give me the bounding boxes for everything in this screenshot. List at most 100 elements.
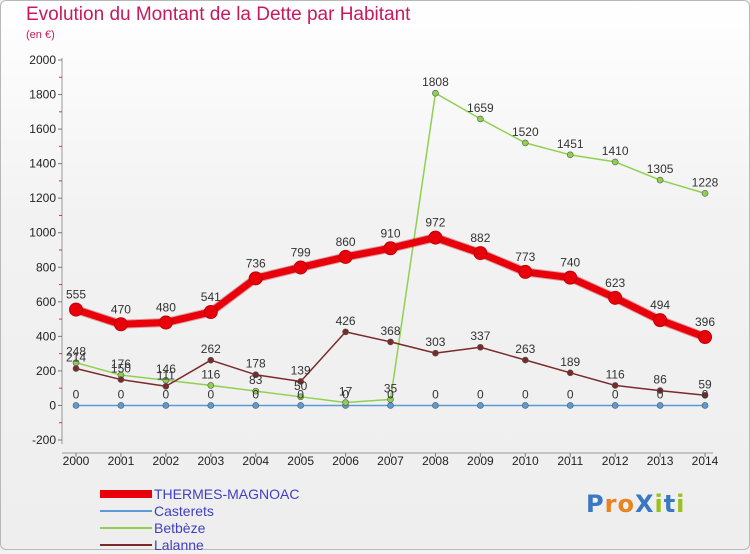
data-label: 0 xyxy=(342,387,349,401)
data-label: 0 xyxy=(657,387,664,401)
data-label: 303 xyxy=(425,335,445,349)
x-tick-label: 2002 xyxy=(153,454,180,468)
proxiti-logo: ProXiti xyxy=(586,490,685,518)
x-tick-label: 2010 xyxy=(512,454,539,468)
x-tick-label: 2008 xyxy=(422,454,449,468)
data-label: 426 xyxy=(336,314,356,328)
legend-label: Lalanne xyxy=(154,537,204,553)
x-tick-label: 2014 xyxy=(692,454,719,468)
data-label: 396 xyxy=(695,315,715,329)
y-tick-label: 1400 xyxy=(29,157,56,171)
data-point xyxy=(252,371,260,379)
data-label: 0 xyxy=(73,387,80,401)
data-point xyxy=(69,302,83,317)
data-label: 83 xyxy=(249,373,263,387)
legend-label: Casterets xyxy=(154,503,214,519)
data-label: 17 xyxy=(339,385,353,399)
legend-label: THERMES-MAGNOAC xyxy=(154,486,300,502)
x-tick-label: 2013 xyxy=(647,454,674,468)
y-tick-label: 800 xyxy=(36,260,56,274)
data-point xyxy=(158,315,173,330)
data-label: 0 xyxy=(702,387,709,401)
data-point xyxy=(297,378,304,385)
data-point xyxy=(428,230,443,245)
logo-letter: t xyxy=(663,490,677,518)
y-tick-label: 2000 xyxy=(29,53,56,67)
chart-title: Evolution du Montant de la Dette par Hab… xyxy=(26,4,411,25)
data-label: 910 xyxy=(380,226,400,240)
y-tick-label: 1800 xyxy=(29,88,56,102)
x-tick-label: 2012 xyxy=(602,454,629,468)
data-label: 1520 xyxy=(512,125,539,139)
data-point xyxy=(432,89,439,97)
data-label: 178 xyxy=(246,357,266,371)
data-point xyxy=(698,330,713,345)
y-tick-label: 200 xyxy=(36,364,56,378)
data-point xyxy=(521,402,529,409)
data-label: 176 xyxy=(111,357,131,371)
data-label: 773 xyxy=(515,250,535,264)
data-point xyxy=(566,151,574,159)
y-tick-label: -200 xyxy=(32,433,56,447)
data-label: 35 xyxy=(384,381,398,395)
data-point xyxy=(656,402,664,409)
data-label: 480 xyxy=(156,301,176,315)
data-point xyxy=(477,402,484,409)
x-tick-label: 2011 xyxy=(557,454,583,468)
x-tick-label: 2006 xyxy=(332,454,359,468)
x-tick-label: 2003 xyxy=(197,454,224,468)
logo-letter: i xyxy=(676,490,686,518)
x-tick-label: 2009 xyxy=(467,454,494,468)
data-label: 368 xyxy=(380,324,400,338)
data-point xyxy=(203,305,218,320)
data-label: 189 xyxy=(560,355,580,369)
data-label: 1228 xyxy=(692,175,719,189)
data-point xyxy=(473,246,488,261)
x-tick-label: 2004 xyxy=(242,454,269,468)
legend-swatch xyxy=(100,544,152,546)
data-label: 150 xyxy=(111,362,131,376)
data-point xyxy=(342,399,349,406)
data-label: 0 xyxy=(432,387,439,401)
data-label: 799 xyxy=(291,245,311,259)
data-label: 0 xyxy=(297,387,304,401)
data-point xyxy=(248,271,263,286)
data-point xyxy=(387,396,394,403)
data-label: 470 xyxy=(111,302,131,316)
data-point xyxy=(207,402,215,409)
data-point xyxy=(653,313,668,328)
data-label: 337 xyxy=(470,329,490,343)
legend-swatch xyxy=(100,490,152,498)
legend-swatch xyxy=(100,527,152,529)
data-point xyxy=(387,338,394,346)
data-point xyxy=(72,402,80,409)
y-tick-label: 1600 xyxy=(29,122,56,136)
logo-letter: r xyxy=(604,490,618,518)
data-point xyxy=(518,264,533,279)
data-point xyxy=(72,365,80,372)
data-point xyxy=(656,176,664,184)
data-label: 972 xyxy=(425,216,445,230)
data-label: 116 xyxy=(201,367,220,381)
data-point xyxy=(477,343,484,351)
x-tick-label: 2007 xyxy=(377,454,404,468)
data-point xyxy=(117,402,125,409)
data-point xyxy=(297,402,304,409)
data-label: 50 xyxy=(294,379,308,393)
data-point xyxy=(521,356,529,364)
data-label: 263 xyxy=(515,342,535,356)
data-label: 736 xyxy=(246,256,266,270)
data-point xyxy=(387,402,394,409)
x-tick-label: 2005 xyxy=(287,454,314,468)
data-point xyxy=(297,393,304,401)
data-label: 116 xyxy=(606,367,625,381)
data-point xyxy=(432,402,439,409)
y-tick-label: 0 xyxy=(49,398,56,412)
data-label: 555 xyxy=(66,288,86,302)
legend-label: Betbèze xyxy=(154,520,206,536)
data-label: 1410 xyxy=(602,144,629,158)
data-label: 59 xyxy=(698,377,712,391)
data-point xyxy=(521,139,529,147)
